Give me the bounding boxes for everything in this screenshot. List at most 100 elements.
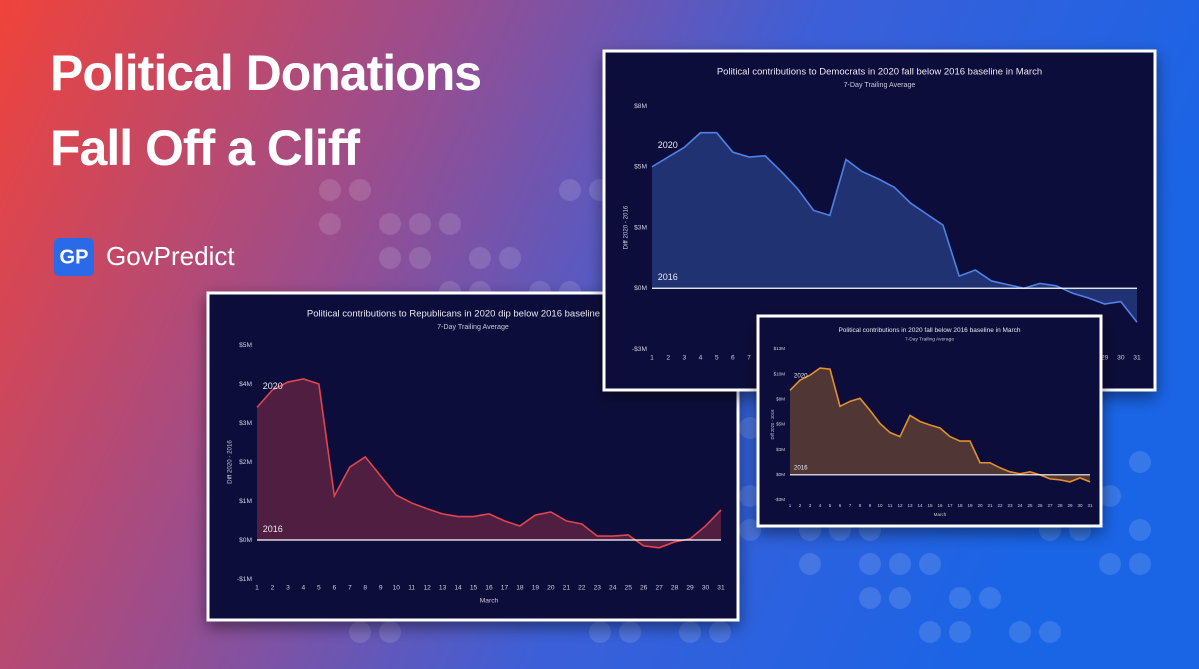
logo-text: GP bbox=[60, 246, 89, 268]
x-tick-label: 17 bbox=[947, 503, 953, 508]
x-tick-label: 4 bbox=[699, 354, 703, 361]
x-tick-label: 8 bbox=[859, 503, 862, 508]
y-tick-label: $8M bbox=[634, 103, 647, 110]
x-tick-label: 22 bbox=[578, 584, 586, 591]
chart-frame bbox=[756, 314, 1103, 528]
x-tick-label: 29 bbox=[686, 584, 694, 591]
bg-dot bbox=[559, 179, 581, 201]
x-tick-label: 13 bbox=[907, 503, 913, 508]
bg-dot bbox=[1099, 485, 1121, 507]
x-tick-label: 3 bbox=[682, 354, 686, 361]
x-tick-label: 6 bbox=[839, 503, 842, 508]
bg-dot bbox=[979, 587, 1001, 609]
y-tick-label: $0M bbox=[776, 472, 785, 477]
x-tick-label: 18 bbox=[957, 503, 963, 508]
x-tick-label: 4 bbox=[819, 503, 822, 508]
x-tick-label: 8 bbox=[363, 584, 367, 591]
chart-title: Political contributions to Republicans i… bbox=[307, 308, 639, 319]
bg-dot bbox=[739, 519, 761, 541]
x-tick-label: 5 bbox=[829, 503, 832, 508]
x-tick-label: 5 bbox=[317, 584, 321, 591]
x-tick-label: 11 bbox=[888, 503, 893, 508]
bg-dot bbox=[619, 621, 641, 643]
x-tick-label: 28 bbox=[1057, 503, 1063, 508]
x-tick-label: 7 bbox=[348, 584, 352, 591]
x-tick-label: 5 bbox=[715, 354, 719, 361]
bg-dot bbox=[1099, 553, 1121, 575]
x-tick-label: 10 bbox=[393, 584, 401, 591]
y-tick-label: $13M bbox=[774, 346, 786, 351]
y-tick-label: $3M bbox=[239, 420, 252, 427]
y-tick-label: -$1M bbox=[237, 576, 252, 583]
y-tick-label: $3M bbox=[634, 224, 647, 231]
x-tick-label: 7 bbox=[849, 503, 852, 508]
chart-subtitle: 7-Day Trailing Average bbox=[905, 337, 954, 343]
bg-dot bbox=[949, 621, 971, 643]
x-tick-label: 25 bbox=[1027, 503, 1033, 508]
x-tick-label: 9 bbox=[869, 503, 872, 508]
bg-dot bbox=[889, 587, 911, 609]
chart-title: Political contributions to Democrats in … bbox=[717, 66, 1042, 77]
y-tick-label: $0M bbox=[634, 285, 647, 292]
annotation: 2020 bbox=[263, 381, 283, 391]
x-tick-label: 1 bbox=[255, 584, 259, 591]
bg-dot bbox=[709, 621, 731, 643]
bg-dot bbox=[679, 621, 701, 643]
x-tick-label: 31 bbox=[1133, 354, 1141, 361]
x-tick-label: 9 bbox=[379, 584, 383, 591]
x-tick-label: 29 bbox=[1067, 503, 1073, 508]
bg-dot bbox=[409, 247, 431, 269]
x-tick-label: 6 bbox=[332, 584, 336, 591]
bg-dot bbox=[439, 213, 461, 235]
y-axis-title: Diff 2020 - 2016 bbox=[226, 440, 233, 484]
logo-mark bbox=[54, 238, 94, 276]
x-tick-label: 12 bbox=[423, 584, 431, 591]
x-tick-label: 1 bbox=[650, 354, 654, 361]
bg-dot bbox=[1129, 553, 1151, 575]
bg-dot bbox=[349, 621, 371, 643]
bg-dot bbox=[1129, 519, 1151, 541]
area bbox=[257, 378, 721, 548]
brand-name: GovPredict bbox=[106, 241, 235, 271]
x-tick-label: 2 bbox=[799, 503, 802, 508]
chart-card: Political contributions in 2020 fall bel… bbox=[756, 314, 1103, 528]
x-tick-label: 7 bbox=[747, 354, 751, 361]
bg-dot bbox=[739, 485, 761, 507]
x-tick-label: 20 bbox=[547, 584, 555, 591]
bg-dot bbox=[799, 553, 821, 575]
bg-dot bbox=[859, 553, 881, 575]
line bbox=[256, 378, 722, 549]
y-tick-label: $8M bbox=[776, 397, 785, 402]
bg-dot bbox=[409, 213, 431, 235]
y-axis-title: Diff 2020 - 2016 bbox=[622, 205, 629, 249]
y-tick-label: $0M bbox=[239, 537, 252, 544]
bg-dot bbox=[1129, 451, 1151, 473]
annotation: 2016 bbox=[658, 272, 678, 282]
x-tick-label: 15 bbox=[470, 584, 478, 591]
bg-dot bbox=[589, 621, 611, 643]
bg-dot bbox=[949, 587, 971, 609]
x-tick-label: 4 bbox=[302, 584, 306, 591]
y-tick-label: $5M bbox=[634, 164, 647, 171]
x-tick-label: 17 bbox=[501, 584, 509, 591]
line bbox=[651, 131, 1138, 323]
x-tick-label: 3 bbox=[286, 584, 290, 591]
x-tick-label: 30 bbox=[702, 584, 710, 591]
bg-dot bbox=[319, 179, 341, 201]
x-axis-title: March bbox=[480, 598, 499, 605]
x-tick-label: 31 bbox=[717, 584, 725, 591]
x-tick-label: 16 bbox=[937, 503, 943, 508]
y-axis-title: Diff 2020 - 2016 bbox=[770, 409, 775, 440]
x-tick-label: 2 bbox=[666, 354, 670, 361]
x-tick-label: 11 bbox=[408, 584, 415, 591]
bg-dot bbox=[859, 587, 881, 609]
x-tick-label: 19 bbox=[967, 503, 973, 508]
y-tick-label: $4M bbox=[239, 381, 252, 388]
x-tick-label: 15 bbox=[927, 503, 933, 508]
x-tick-label: 24 bbox=[1017, 503, 1023, 508]
bg-dot bbox=[319, 213, 341, 235]
chart-subtitle: 7-Day Trailing Average bbox=[437, 323, 509, 331]
x-tick-label: 14 bbox=[454, 584, 462, 591]
